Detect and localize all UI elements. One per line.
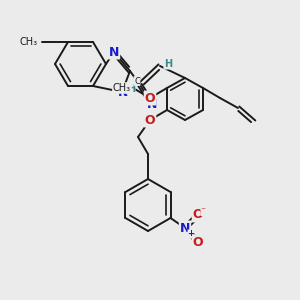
- Text: O: O: [193, 236, 203, 248]
- Text: O: O: [193, 208, 203, 221]
- Text: O: O: [145, 113, 155, 127]
- Text: N: N: [147, 98, 157, 110]
- Text: N: N: [180, 221, 190, 235]
- Text: CH₃: CH₃: [113, 83, 131, 93]
- Text: +: +: [188, 230, 194, 238]
- Text: ⁻: ⁻: [200, 206, 206, 216]
- Text: H: H: [164, 59, 172, 69]
- Text: CH₃: CH₃: [20, 37, 38, 47]
- Text: H: H: [127, 84, 135, 94]
- Text: O: O: [145, 92, 155, 104]
- Text: N: N: [109, 46, 119, 59]
- Text: C: C: [134, 76, 140, 85]
- Text: N: N: [118, 85, 128, 98]
